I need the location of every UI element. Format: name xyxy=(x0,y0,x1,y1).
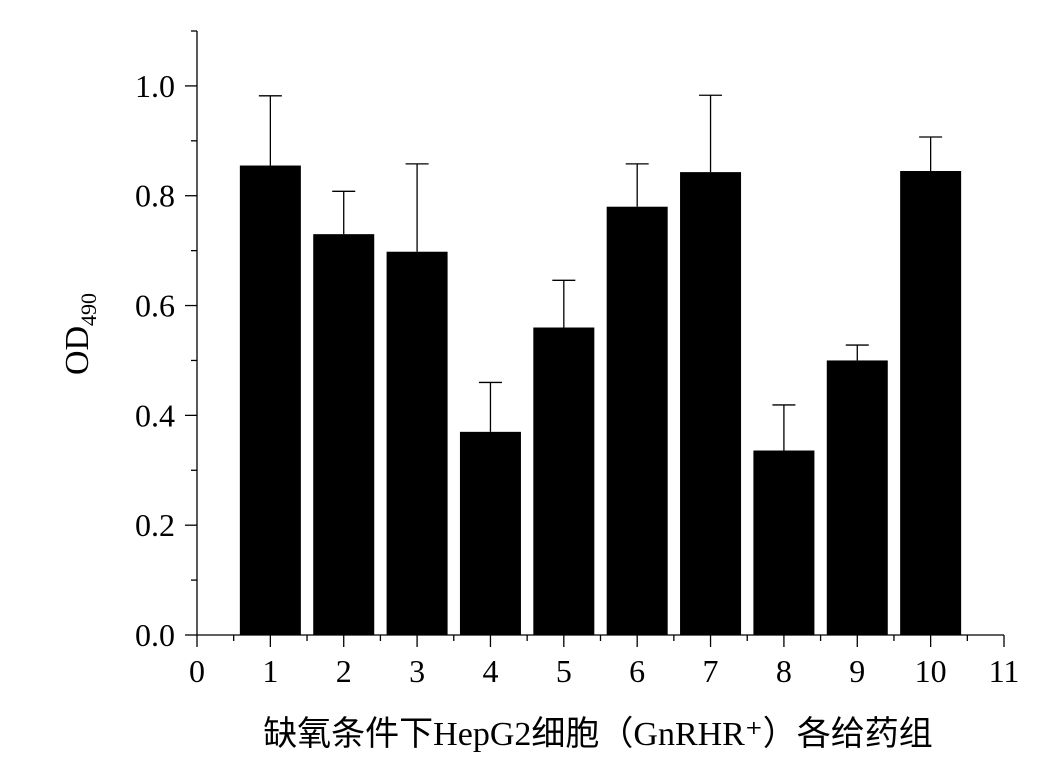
y-axis-title: OD490 xyxy=(59,293,101,375)
x-tick-label: 4 xyxy=(482,653,498,689)
x-axis-title: 缺氧条件下HepG2细胞（GnRHR⁺）各给药组 xyxy=(263,715,933,753)
y-tick-label: 0.6 xyxy=(135,288,175,324)
x-tick-label: 7 xyxy=(703,653,719,689)
axes-layer xyxy=(185,30,1005,647)
bar xyxy=(753,450,815,635)
bar xyxy=(680,172,742,635)
y-tick-label: 0.4 xyxy=(135,397,175,433)
bar xyxy=(313,234,375,635)
bar xyxy=(826,360,888,635)
y-tick-label: 0.2 xyxy=(135,507,175,543)
bar xyxy=(900,171,962,635)
x-tick-label: 10 xyxy=(915,653,947,689)
x-tick-label: 6 xyxy=(629,653,645,689)
bar xyxy=(533,327,595,635)
y-tick-label: 0.0 xyxy=(135,617,175,653)
y-axis-title-subscript: 490 xyxy=(76,293,101,326)
y-axis-title-main: OD xyxy=(59,326,96,375)
bar xyxy=(239,165,301,635)
bar xyxy=(606,206,668,635)
y-tick-label: 1.0 xyxy=(135,68,175,104)
x-tick-label: 8 xyxy=(776,653,792,689)
bars-layer xyxy=(239,165,962,636)
x-tick-label: 5 xyxy=(556,653,572,689)
error-bars-layer xyxy=(258,94,943,451)
bar xyxy=(386,251,448,636)
y-tick-label: 0.8 xyxy=(135,178,175,214)
labels-layer: OD490 缺氧条件下HepG2细胞（GnRHR⁺）各给药组 0.00.20.4… xyxy=(59,68,1019,753)
x-tick-label: 1 xyxy=(262,653,278,689)
x-tick-label: 9 xyxy=(849,653,865,689)
x-tick-label: 0 xyxy=(189,653,205,689)
x-tick-label: 2 xyxy=(336,653,352,689)
bar xyxy=(459,431,521,635)
x-tick-label: 3 xyxy=(409,653,425,689)
x-tick-label: 11 xyxy=(989,653,1020,689)
